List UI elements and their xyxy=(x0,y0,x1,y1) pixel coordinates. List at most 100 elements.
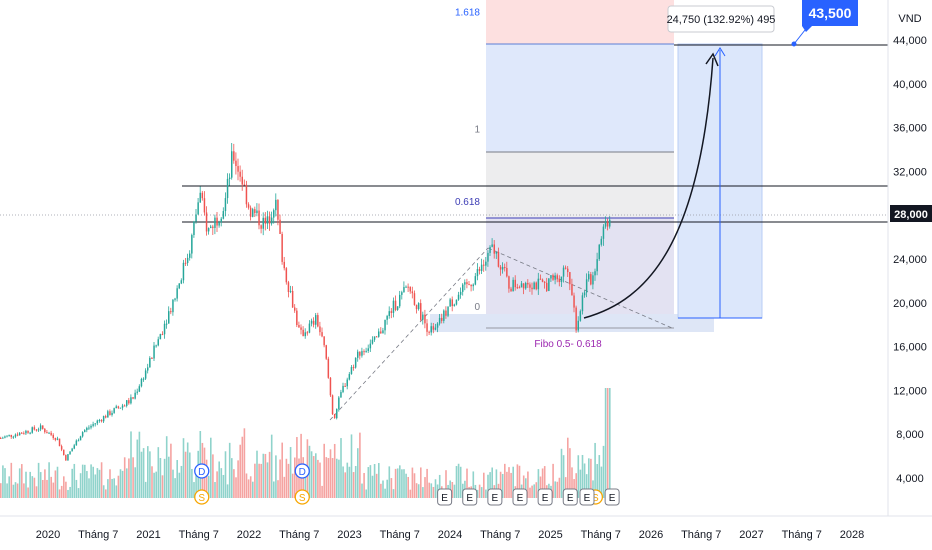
candle-body xyxy=(107,411,109,418)
svg-text:E: E xyxy=(517,493,524,504)
x-tick-label: Tháng 7 xyxy=(480,529,520,541)
candle-body xyxy=(224,198,227,211)
candle-body xyxy=(405,286,407,288)
volume-bar xyxy=(163,458,166,498)
volume-bar xyxy=(165,436,168,498)
event-marker[interactable]: D xyxy=(294,463,310,479)
volume-bar xyxy=(186,442,189,498)
event-marker[interactable]: S xyxy=(294,489,310,505)
candle-body xyxy=(46,432,48,434)
candle-body xyxy=(529,284,531,288)
volume-bar xyxy=(144,481,147,498)
candle-body xyxy=(239,171,241,177)
candle-body xyxy=(233,151,235,161)
volume-bar xyxy=(363,472,365,498)
candle-body xyxy=(157,339,159,346)
candle-body xyxy=(367,348,369,351)
volume-bar xyxy=(535,482,538,498)
event-marker[interactable]: S xyxy=(194,489,210,505)
earnings-marker[interactable]: E xyxy=(579,488,595,506)
candle-body xyxy=(451,299,453,307)
candle-body xyxy=(441,317,443,321)
earnings-marker[interactable]: E xyxy=(604,488,620,506)
volume-bar xyxy=(107,479,109,498)
candle-body xyxy=(52,434,54,438)
earnings-marker[interactable]: E xyxy=(537,488,553,506)
volume-bar xyxy=(298,458,300,498)
event-marker[interactable]: D xyxy=(194,463,210,479)
fib-upper-zone xyxy=(486,0,674,44)
candle-body xyxy=(289,290,292,292)
volume-bar xyxy=(54,470,57,498)
target-point xyxy=(791,41,797,47)
candle-body xyxy=(579,311,582,321)
y-tick-label: 40,000 xyxy=(893,79,927,91)
volume-bar xyxy=(268,451,271,498)
volume-bar xyxy=(2,465,4,498)
volume-bar xyxy=(4,468,6,498)
volume-bar xyxy=(121,470,124,498)
earnings-marker[interactable]: E xyxy=(437,488,453,506)
volume-bar xyxy=(33,477,36,498)
target-badge[interactable]: 43,500 xyxy=(802,0,858,32)
volume-bar xyxy=(501,473,504,498)
candle-body xyxy=(411,291,414,294)
earnings-marker[interactable]: E xyxy=(512,488,528,506)
candle-body xyxy=(226,178,229,199)
candle-body xyxy=(474,276,477,285)
candle-body xyxy=(100,420,103,422)
volume-bar xyxy=(71,468,73,498)
volume-bar xyxy=(543,466,546,498)
candle-body xyxy=(138,386,141,392)
svg-text:E: E xyxy=(567,493,574,504)
candle-body xyxy=(279,219,281,235)
candle-body xyxy=(243,184,246,186)
earnings-marker[interactable]: E xyxy=(462,488,478,506)
projection-arrow-head xyxy=(705,52,719,67)
candle-body xyxy=(409,286,411,292)
candle-body xyxy=(493,244,495,254)
candle-body xyxy=(537,278,540,290)
candle-body xyxy=(436,323,439,328)
earnings-marker[interactable]: E xyxy=(487,488,503,506)
candle-body xyxy=(302,329,304,337)
candle-body xyxy=(123,405,126,407)
price-axis[interactable]: VND 4,000 8,000 12,000 16,000 20,000 24,000 32… xyxy=(887,0,932,516)
candle-body xyxy=(189,253,191,258)
measure-label: 24,750 (132.92%) 495 xyxy=(667,14,776,26)
candle-body xyxy=(315,315,317,325)
candle-body xyxy=(201,192,204,199)
x-tick-label: 2021 xyxy=(136,529,160,541)
candle-body xyxy=(16,434,19,436)
candle-body xyxy=(508,276,510,289)
y-tick-label: 36,000 xyxy=(893,123,927,135)
candle-body xyxy=(79,436,82,441)
volume-bar xyxy=(205,459,208,498)
volume-bar xyxy=(81,464,84,498)
volume-bar xyxy=(333,443,336,498)
candle-body xyxy=(142,378,145,380)
svg-text:E: E xyxy=(542,493,549,504)
volume-bar xyxy=(407,476,409,498)
volume-bar xyxy=(130,431,132,498)
candle-body xyxy=(602,226,605,239)
volume-bar xyxy=(323,443,325,498)
candle-body xyxy=(25,430,27,434)
candle-body xyxy=(384,319,386,331)
volume-bar xyxy=(283,476,286,498)
volume-bar xyxy=(340,438,342,498)
candle-body xyxy=(443,310,445,321)
time-axis[interactable]: 2020 Tháng 7 2021 Tháng 7 2022 Tháng 7 2023 Thá… xyxy=(0,515,932,541)
candle-body xyxy=(556,275,558,280)
candle-body xyxy=(220,218,222,223)
x-tick-label: Tháng 7 xyxy=(78,529,118,541)
volume-bar xyxy=(140,451,143,498)
svg-text:E: E xyxy=(584,493,591,504)
candle-body xyxy=(73,445,75,449)
candle-body xyxy=(260,225,262,229)
earnings-marker[interactable]: E xyxy=(562,488,578,506)
candle-body xyxy=(69,451,71,455)
candle-body xyxy=(583,292,586,296)
candle-body xyxy=(550,275,552,279)
